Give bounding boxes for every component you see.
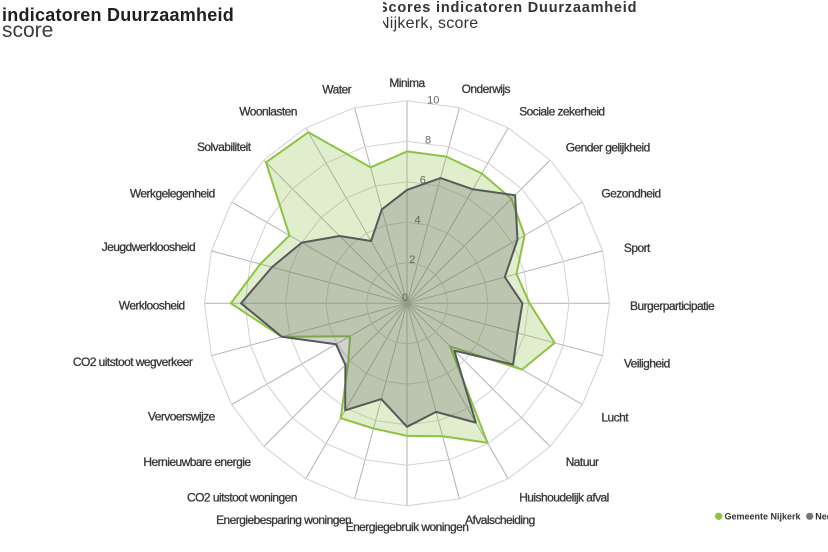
- svg-text:Woonlasten: Woonlasten: [239, 105, 297, 119]
- svg-text:Vervoerswijze: Vervoerswijze: [148, 409, 216, 423]
- svg-text:Werkgelegenheid: Werkgelegenheid: [130, 187, 215, 201]
- svg-text:Gender gelijkheid: Gender gelijkheid: [566, 140, 650, 154]
- svg-text:0: 0: [402, 292, 408, 304]
- svg-text:Jeugdwerkloosheid: Jeugdwerkloosheid: [102, 240, 195, 254]
- svg-text:4: 4: [414, 214, 420, 226]
- svg-text:6: 6: [420, 174, 426, 186]
- svg-text:Solvabiliteit: Solvabiliteit: [197, 140, 252, 154]
- svg-text:Gemeente Nijkerk: Gemeente Nijkerk: [725, 512, 802, 522]
- svg-text:Werkloosheid: Werkloosheid: [119, 299, 185, 313]
- svg-text:Onderwijs: Onderwijs: [462, 82, 511, 96]
- svg-text:Water: Water: [322, 83, 351, 97]
- svg-text:Energiebesparing woningen: Energiebesparing woningen: [216, 513, 351, 527]
- svg-text:Sport: Sport: [624, 241, 651, 255]
- svg-text:2: 2: [409, 254, 415, 266]
- svg-text:Minima: Minima: [389, 76, 425, 90]
- svg-text:Gezondheid: Gezondheid: [601, 187, 660, 201]
- svg-text:Energiegebruik woningen: Energiegebruik woningen: [346, 520, 469, 534]
- svg-text:Burgerparticipatie: Burgerparticipatie: [630, 299, 715, 313]
- svg-text:Veiligheid: Veiligheid: [624, 357, 670, 371]
- svg-text:Lucht: Lucht: [601, 411, 629, 425]
- svg-text:8: 8: [425, 134, 431, 146]
- svg-text:Huishoudelijk afval: Huishoudelijk afval: [519, 490, 609, 504]
- svg-text:Afvalscheiding: Afvalscheiding: [465, 513, 535, 527]
- svg-text:Sociale zekerheid: Sociale zekerheid: [519, 105, 604, 119]
- svg-text:Natuur: Natuur: [566, 455, 599, 469]
- svg-text:CO2 uitstoot wegverkeer: CO2 uitstoot wegverkeer: [73, 355, 193, 369]
- svg-text:Hernieuwbare energie: Hernieuwbare energie: [143, 455, 251, 469]
- svg-text:Nederland: Nederland: [815, 512, 828, 522]
- svg-text:10: 10: [427, 94, 439, 106]
- svg-text:CO2 uitstoot woningen: CO2 uitstoot woningen: [187, 490, 297, 504]
